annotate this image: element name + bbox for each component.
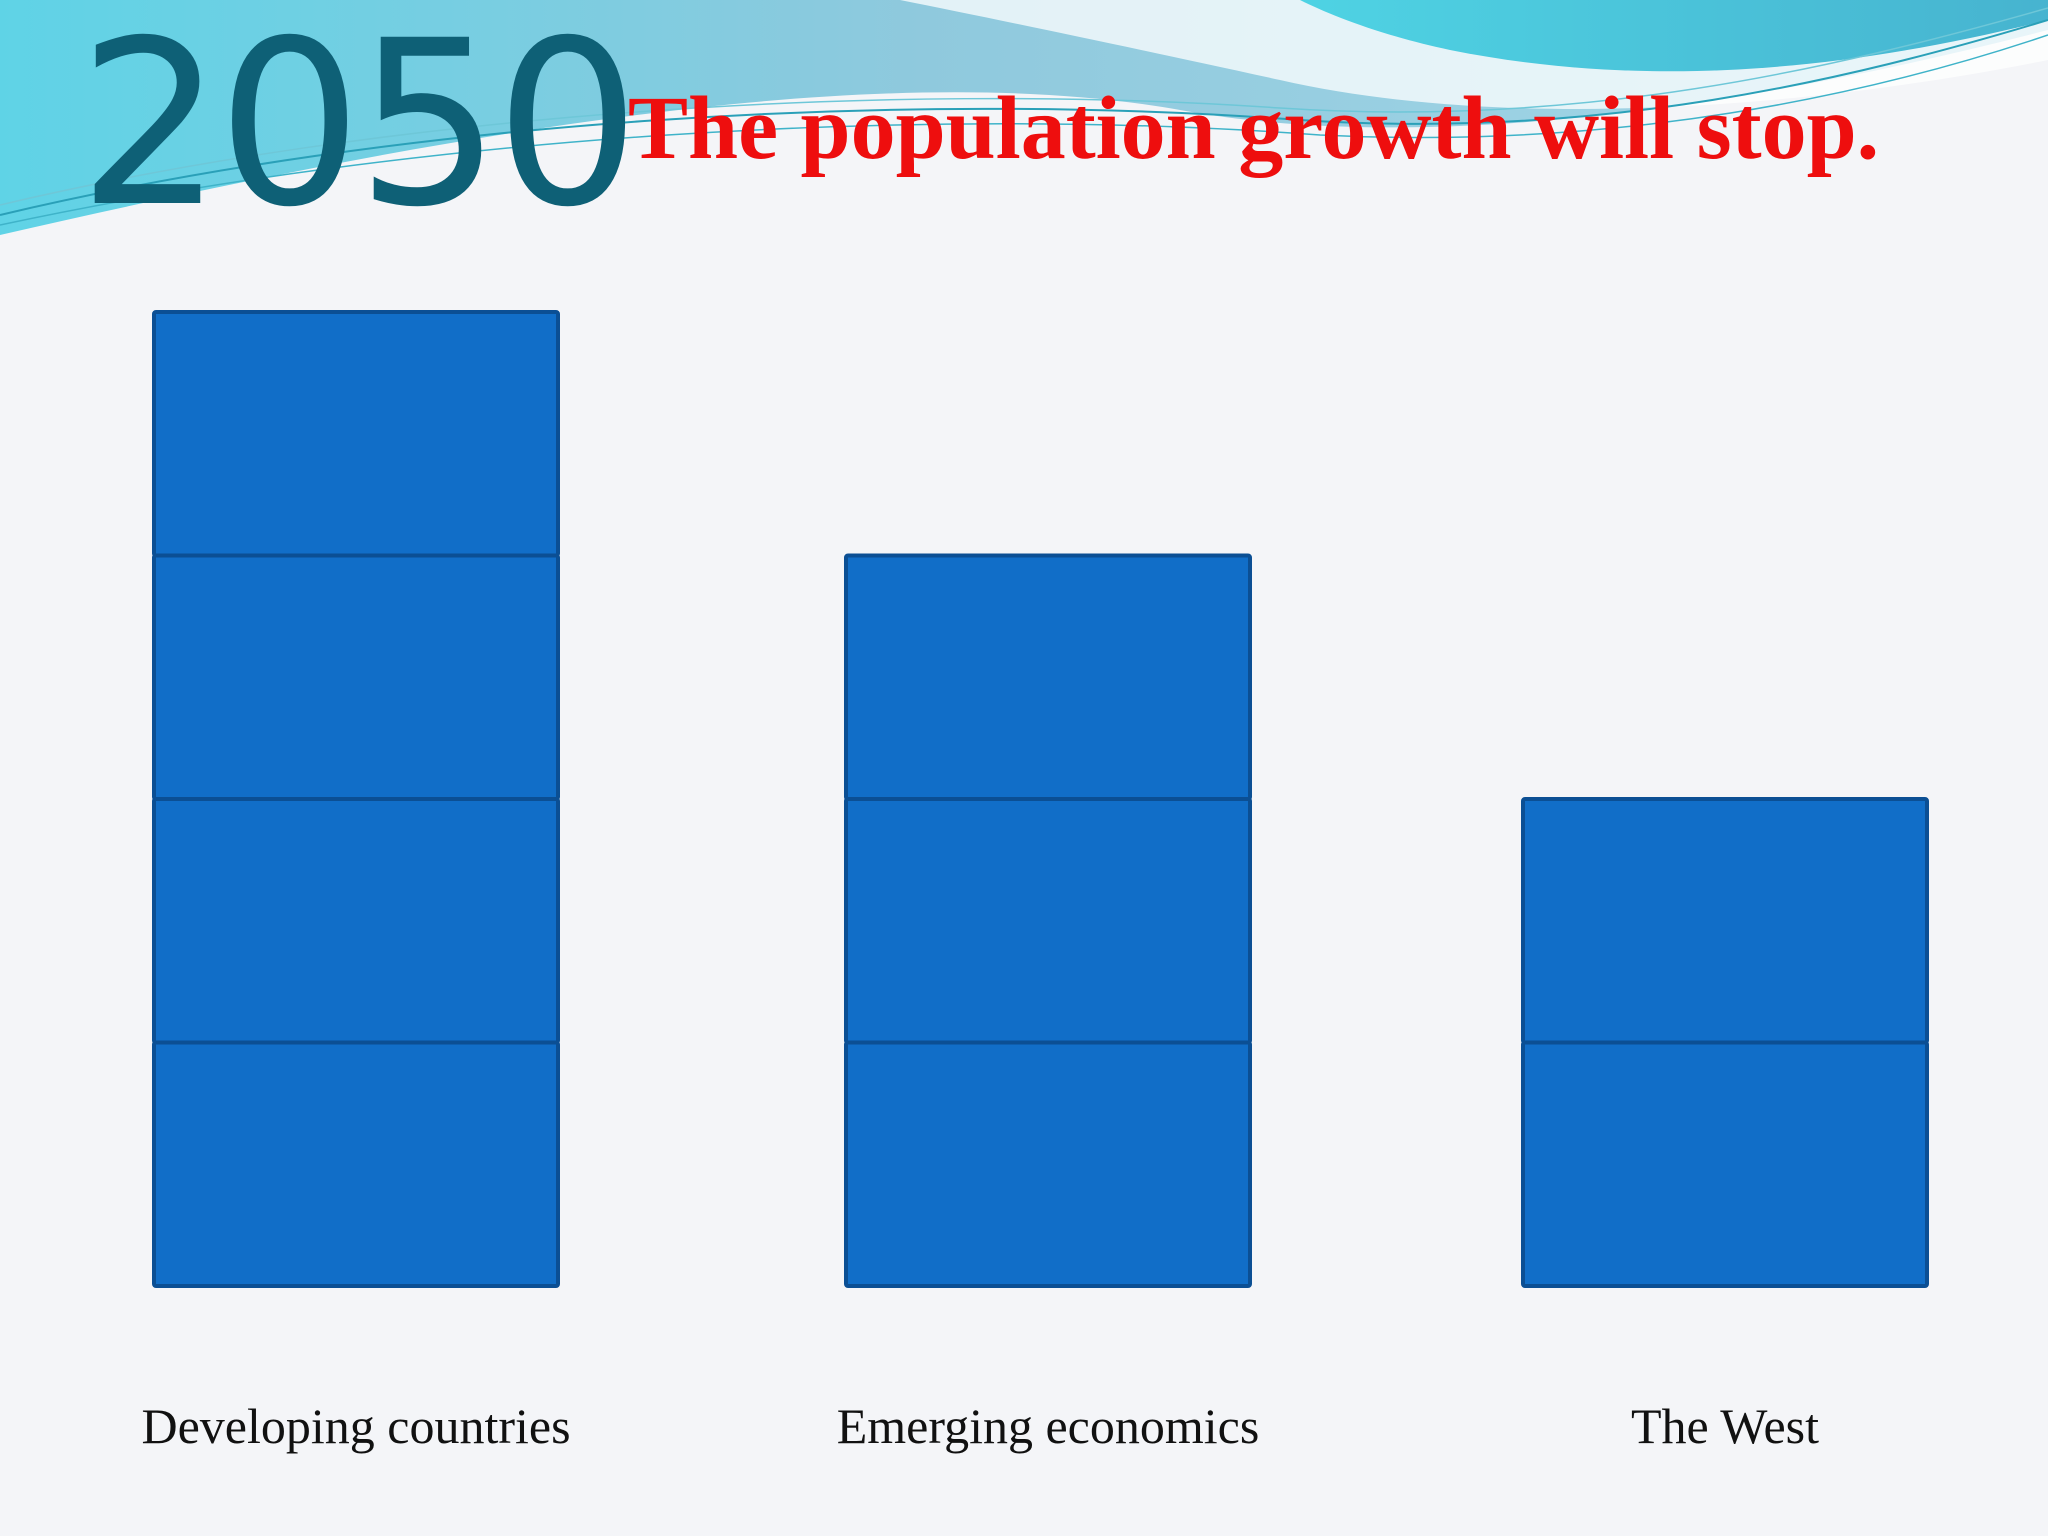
bar-block: [844, 797, 1252, 1045]
bar-block: [152, 553, 560, 801]
bar-stack-2: [1521, 797, 1929, 1288]
year-heading: 2050: [78, 0, 640, 257]
bar-block: [844, 1040, 1252, 1288]
bar-stack-1: [844, 553, 1252, 1288]
bar-block: [152, 797, 560, 1045]
category-label: The West: [1631, 1398, 1819, 1454]
wave-banner-decoration: [0, 0, 2048, 235]
bar-block: [844, 553, 1252, 801]
bar-block: [1521, 1040, 1929, 1288]
bar-stack-0: [152, 310, 560, 1288]
headline: The population growth will stop.: [628, 79, 1880, 178]
category-label: Emerging economics: [837, 1398, 1260, 1454]
category-label: Developing countries: [141, 1398, 570, 1454]
bar-block: [1521, 797, 1929, 1045]
bar-block: [152, 1040, 560, 1288]
bar-block: [152, 310, 560, 558]
